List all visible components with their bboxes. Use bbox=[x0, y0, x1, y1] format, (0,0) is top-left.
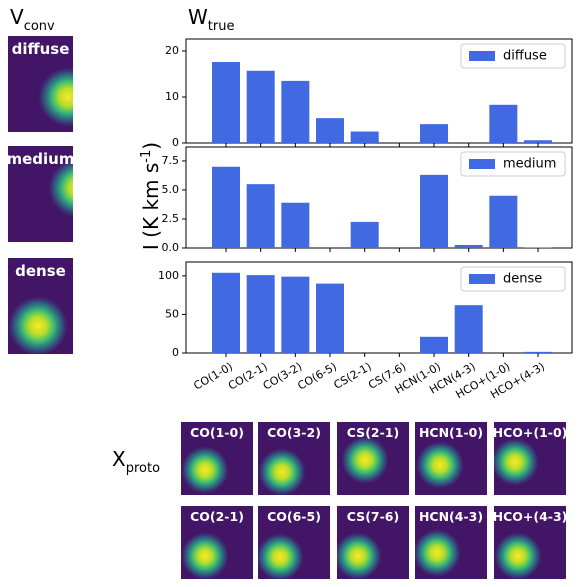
panel-blob bbox=[416, 441, 464, 489]
panel-blob bbox=[491, 438, 539, 486]
panel-blob bbox=[334, 532, 382, 580]
panel-label: HCO+(4-3) bbox=[493, 509, 568, 524]
v-conv-label: Vconv bbox=[10, 5, 55, 34]
bar bbox=[281, 203, 309, 248]
bar bbox=[489, 196, 517, 248]
bar bbox=[212, 273, 240, 353]
image-panel: medium bbox=[7, 146, 109, 242]
label-main: X bbox=[112, 447, 126, 471]
x-tick-label: CO(3-2) bbox=[261, 360, 305, 393]
label-sub: true bbox=[208, 19, 235, 34]
panel-label: dense bbox=[15, 262, 66, 280]
label-main: W bbox=[188, 5, 208, 29]
y-tick-label: 2.5 bbox=[162, 212, 180, 225]
panel-label: HCN(1-0) bbox=[419, 425, 483, 440]
x-tick-label: CO(1-0) bbox=[191, 360, 235, 393]
label-sup: -1 bbox=[139, 150, 154, 163]
bar bbox=[420, 175, 448, 248]
image-panel: CS(2-1) bbox=[337, 422, 409, 495]
panel-blob bbox=[8, 296, 68, 356]
y-tick-label: 0.0 bbox=[162, 241, 180, 254]
legend-label: medium bbox=[503, 157, 556, 172]
x-proto-label: Xproto bbox=[112, 447, 160, 476]
y-tick-label: 10 bbox=[165, 90, 179, 103]
panel-blob bbox=[258, 448, 306, 496]
label-main: V bbox=[10, 5, 24, 29]
panel-label: HCN(4-3) bbox=[419, 509, 483, 524]
image-panel: diffuse bbox=[8, 36, 98, 132]
panel-blob bbox=[256, 533, 304, 581]
image-panel: CO(6-5) bbox=[256, 506, 330, 581]
y-tick-label: 50 bbox=[165, 307, 179, 320]
y-tick-label: 20 bbox=[165, 44, 179, 57]
label-end: ) bbox=[139, 142, 163, 150]
x-tick-label: CO(2-1) bbox=[226, 360, 270, 393]
image-panel: CO(2-1) bbox=[181, 506, 253, 580]
panel-label: CO(6-5) bbox=[267, 509, 321, 524]
bar bbox=[212, 167, 240, 248]
bar bbox=[524, 140, 552, 143]
panel-label: CS(2-1) bbox=[347, 425, 399, 440]
panel-label: CO(1-0) bbox=[190, 425, 244, 440]
bar bbox=[212, 62, 240, 143]
y-tick-label: 7.5 bbox=[162, 154, 180, 167]
panel-label: HCO+(1-0) bbox=[493, 425, 568, 440]
panel-blob bbox=[181, 532, 229, 580]
bar bbox=[420, 124, 448, 143]
x-tick-label: CO(6-5) bbox=[295, 360, 339, 393]
panel-blob bbox=[38, 67, 98, 127]
legend-swatch bbox=[469, 274, 495, 284]
y-tick-label: 5.0 bbox=[162, 183, 180, 196]
bar bbox=[420, 337, 448, 353]
bar bbox=[489, 105, 517, 143]
image-panel: HCN(1-0) bbox=[415, 422, 487, 495]
bar bbox=[316, 118, 344, 143]
legend-swatch bbox=[469, 159, 495, 169]
y-tick-label: 100 bbox=[158, 269, 179, 282]
x-tick-label: CS(2-1) bbox=[331, 360, 373, 392]
panel-blob bbox=[413, 529, 461, 577]
image-panel: HCN(4-3) bbox=[413, 506, 487, 579]
y-axis-label: I (K km s-1) bbox=[139, 142, 163, 250]
image-panel: CO(3-2) bbox=[258, 422, 330, 496]
bar bbox=[281, 81, 309, 143]
panel-blob bbox=[181, 446, 229, 494]
bar bbox=[247, 275, 275, 353]
panel-label: CO(3-2) bbox=[267, 425, 321, 440]
label-main: I (K km s bbox=[139, 163, 163, 250]
panel-label: CS(7-6) bbox=[347, 509, 399, 524]
bar bbox=[247, 184, 275, 248]
y-tick-label: 0 bbox=[172, 136, 179, 149]
bar bbox=[247, 71, 275, 143]
label-sub: conv bbox=[24, 19, 55, 34]
bar bbox=[316, 284, 344, 353]
legend-label: diffuse bbox=[503, 49, 547, 64]
y-tick-label: 0 bbox=[172, 346, 179, 359]
bar bbox=[281, 277, 309, 353]
label-sub: proto bbox=[126, 461, 160, 476]
figure: Vconv Wtrue Xproto I (K km s-1) diffuse m… bbox=[0, 0, 580, 583]
bar bbox=[351, 131, 379, 143]
panel-label: medium bbox=[7, 150, 75, 168]
image-panel: CS(7-6) bbox=[334, 506, 409, 580]
legend-swatch bbox=[469, 51, 495, 61]
w-true-label: Wtrue bbox=[188, 5, 234, 34]
bar bbox=[351, 222, 379, 248]
bar bbox=[455, 245, 483, 248]
panel-blob bbox=[341, 436, 389, 484]
image-panel: HCO+(1-0) bbox=[491, 422, 567, 495]
panel-blob bbox=[494, 532, 542, 580]
panel-label: CO(2-1) bbox=[190, 509, 244, 524]
image-panel: CO(1-0) bbox=[181, 422, 253, 495]
legend-label: dense bbox=[503, 272, 542, 287]
bar bbox=[524, 352, 552, 353]
bar bbox=[455, 305, 483, 353]
image-panel: HCO+(4-3) bbox=[493, 506, 568, 580]
image-panel: dense bbox=[8, 258, 73, 356]
bar bbox=[524, 247, 552, 248]
panel-label: diffuse bbox=[12, 40, 70, 58]
